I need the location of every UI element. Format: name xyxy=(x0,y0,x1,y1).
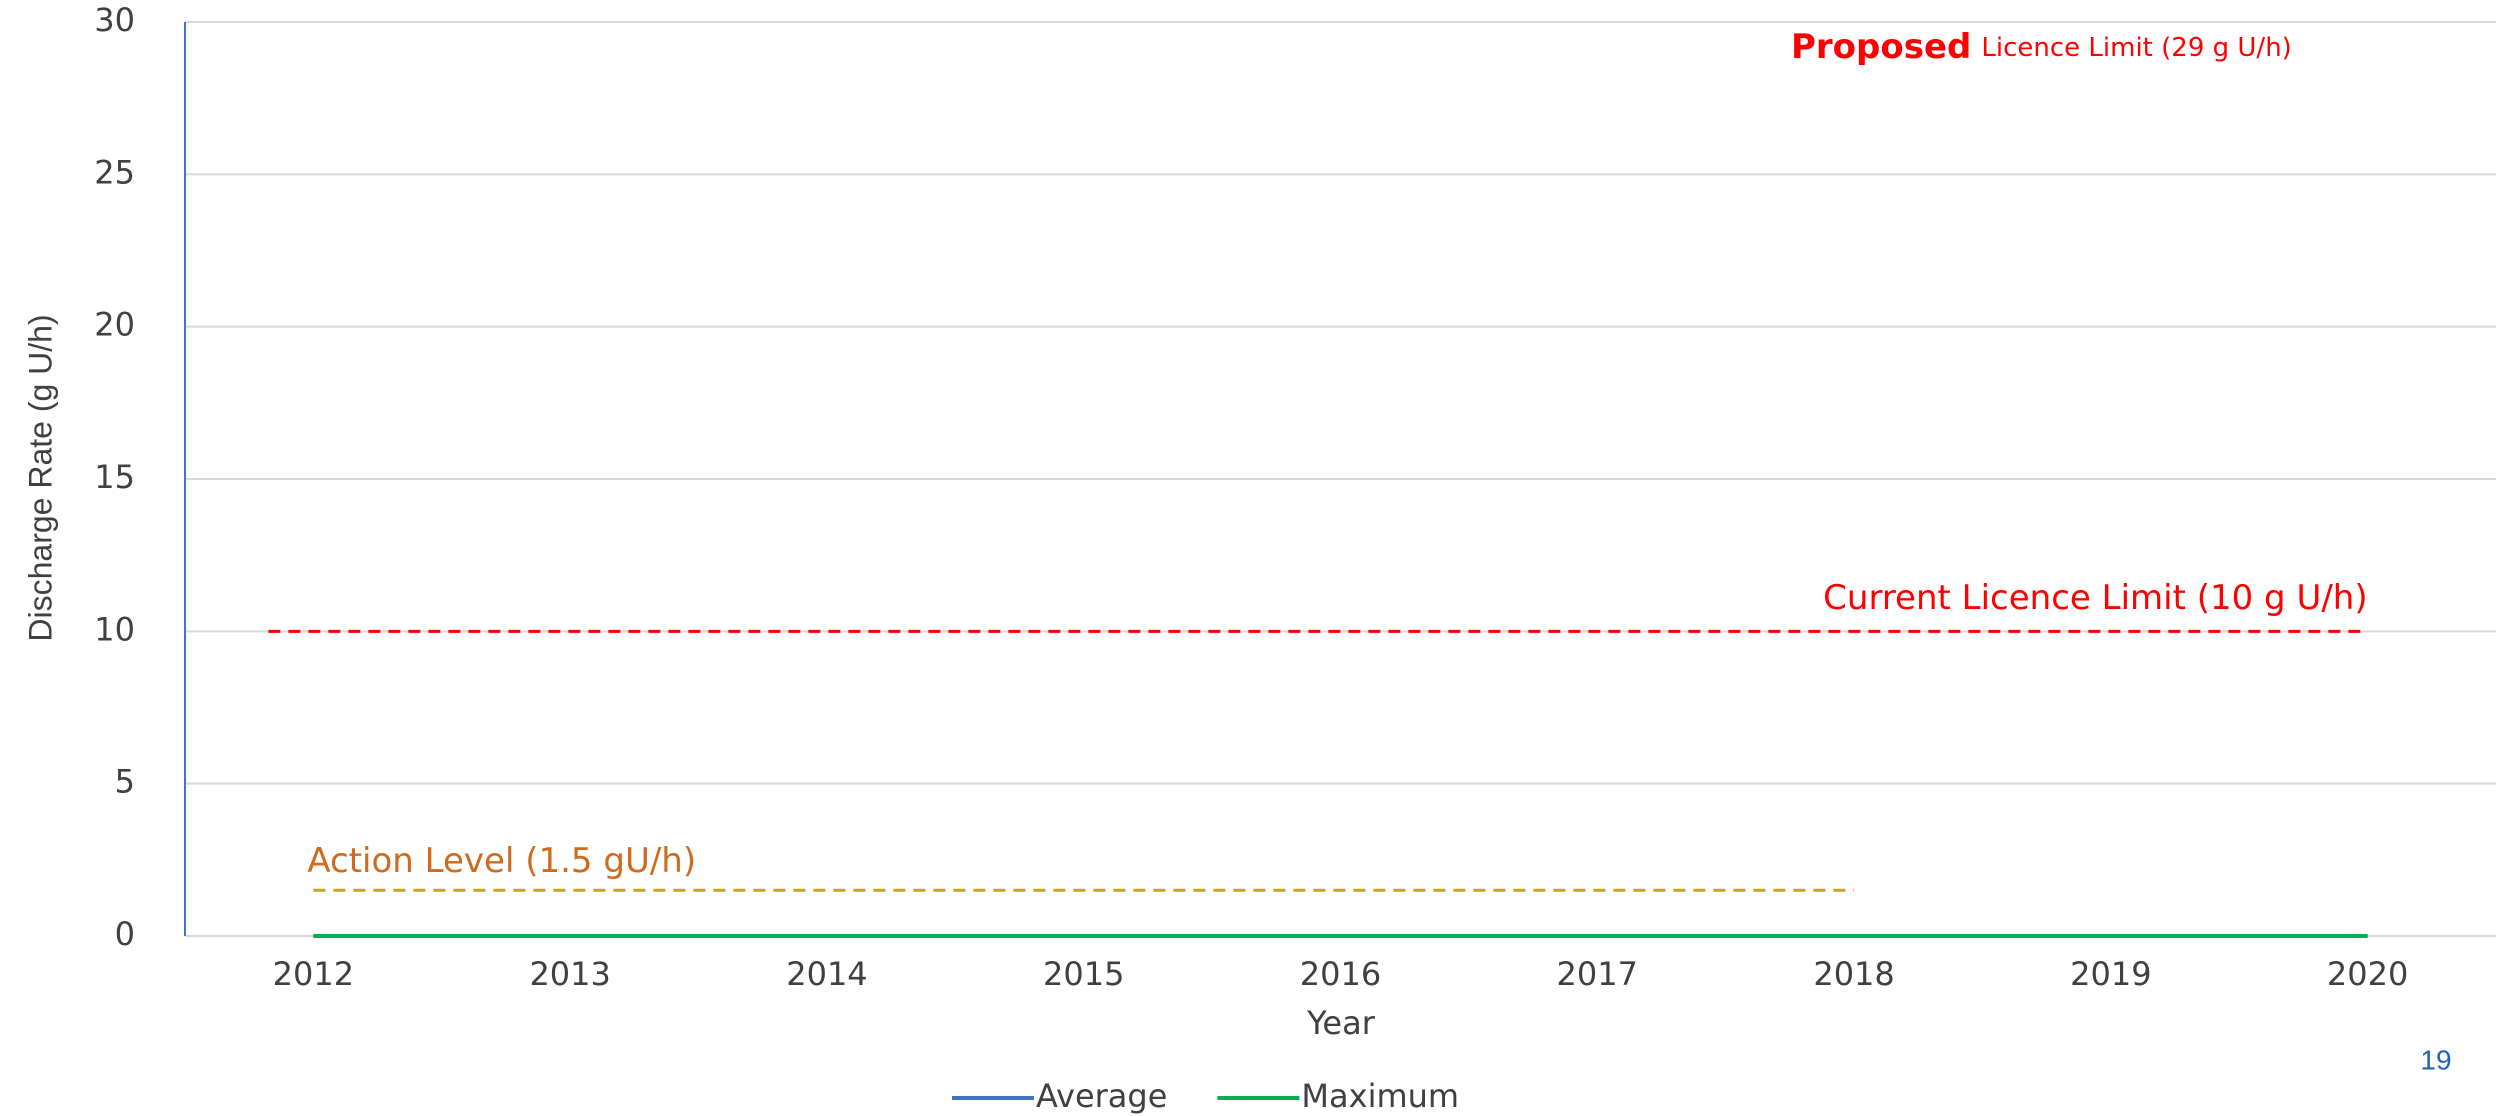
y-tick-label: 20 xyxy=(94,306,135,344)
x-tick-label: 2020 xyxy=(2327,955,2408,993)
legend-label: Maximum xyxy=(1301,1077,1459,1115)
y-tick-label: 10 xyxy=(94,610,135,648)
x-tick-label: 2014 xyxy=(786,955,867,993)
y-tick-label: 5 xyxy=(115,763,135,801)
reference-label: Current Licence Limit (10 g U/h) xyxy=(1823,578,2367,618)
x-axis-label: Year xyxy=(1306,1004,1376,1042)
y-tick-label: 0 xyxy=(115,915,135,953)
y-tick-label: 25 xyxy=(94,153,135,191)
y-tick-label: 15 xyxy=(94,458,135,496)
annotation-part: Licence Limit (29 g U/h) xyxy=(1981,33,2291,63)
x-tick-label: 2012 xyxy=(273,955,354,993)
y-tick-label: 30 xyxy=(94,1,135,39)
x-tick-label: 2015 xyxy=(1043,955,1124,993)
y-axis-label: Discharge Rate (g U/h) xyxy=(22,314,58,641)
x-tick-label: 2018 xyxy=(1813,955,1894,993)
x-tick-label: 2016 xyxy=(1300,955,1381,993)
legend-label: Average xyxy=(1036,1077,1167,1115)
x-tick-label: 2019 xyxy=(2070,955,2151,993)
x-tick-label: 2013 xyxy=(529,955,610,993)
page-number: 19 xyxy=(2420,1044,2451,1075)
reference-label: Action Level (1.5 gU/h) xyxy=(307,841,696,881)
annotation: Proposed Licence Limit (29 g U/h) xyxy=(1791,27,2292,67)
annotation-part: Proposed xyxy=(1791,27,1971,67)
x-tick-label: 2017 xyxy=(1557,955,1638,993)
